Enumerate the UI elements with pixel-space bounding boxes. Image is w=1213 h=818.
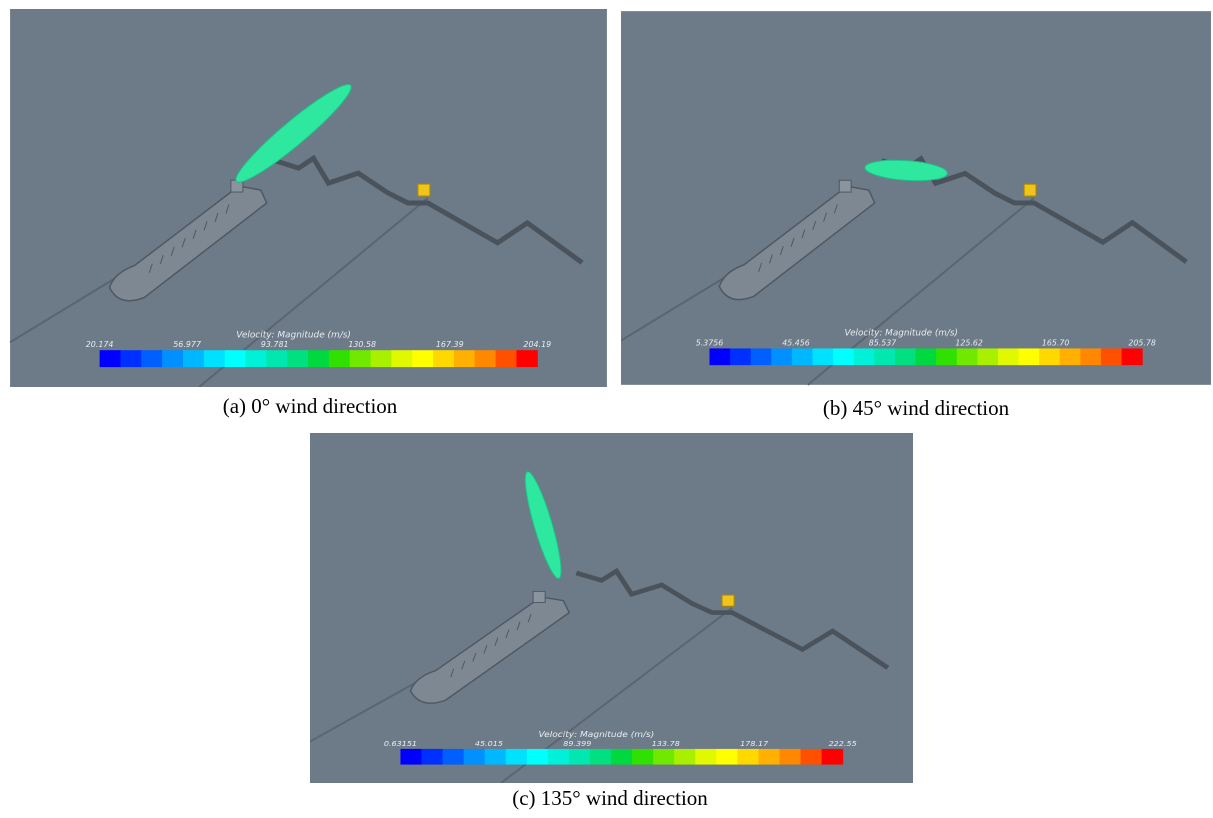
colorbar-cell [412, 350, 433, 367]
colorbar-cell [422, 749, 444, 765]
colorbar-cell [936, 348, 957, 365]
colorbar-cell [590, 749, 612, 765]
colorbar-tick: 0.63151 [384, 739, 417, 748]
colorbar-tick: 56.977 [173, 340, 201, 349]
colorbar-cell [287, 350, 308, 367]
colorbar-cell [611, 749, 633, 765]
colorbar-cell [433, 350, 454, 367]
colorbar-cell [120, 350, 141, 367]
colorbar-tick: 45.456 [782, 339, 810, 348]
colorbar-cell [391, 350, 412, 367]
colorbar-cell [957, 348, 978, 365]
panel-a: Velocity: Magnitude (m/s) 20.174 56.977 93.… [7, 9, 610, 387]
colorbar-cell [813, 348, 834, 365]
colorbar-tick: 93.781 [261, 340, 289, 349]
colorbar-cell [1060, 348, 1081, 365]
colorbar-cell [454, 350, 475, 367]
colorbar-tick: 165.70 [1042, 339, 1070, 348]
colorbar-cell [246, 350, 267, 367]
colorbar-cell [751, 348, 772, 365]
colorbar-cell [100, 350, 121, 367]
colorbar-cell [695, 749, 717, 765]
colorbar-cell [266, 350, 287, 367]
colorbar-cell [1019, 348, 1040, 365]
colorbar-cell [350, 350, 371, 367]
colorbar-cell [710, 348, 731, 365]
colorbar-tick: 20.174 [86, 340, 114, 349]
colorbar-cell [569, 749, 591, 765]
colorbar-cell [496, 350, 517, 367]
colorbar-cell [329, 350, 350, 367]
colorbar-tick: 167.39 [436, 340, 464, 349]
colorbar-cell [632, 749, 654, 765]
colorbar-cell [1122, 348, 1143, 365]
tower [533, 591, 545, 602]
colorbar-cell [895, 348, 916, 365]
caption: (c) 135° wind direction [310, 786, 910, 811]
colorbar-cell [1080, 348, 1101, 365]
colorbar-cell [801, 749, 823, 765]
colorbar-cell [464, 749, 486, 765]
tower [839, 180, 851, 192]
colorbar-cell [506, 749, 528, 765]
colorbar-cell [716, 749, 738, 765]
colorbar-cell [1039, 348, 1060, 365]
colorbar-cell [916, 348, 937, 365]
colorbar-cell [183, 350, 204, 367]
colorbar-tick: 125.62 [955, 339, 983, 348]
source-cube [1024, 184, 1036, 196]
colorbar-cell [998, 348, 1019, 365]
colorbar-cell [1101, 348, 1122, 365]
colorbar-cell [977, 348, 998, 365]
colorbar-tick: 133.78 [652, 739, 680, 748]
colorbar-cell [475, 350, 496, 367]
colorbar-cell [792, 348, 813, 365]
colorbar-cell [854, 348, 875, 365]
colorbar-cell [674, 749, 696, 765]
colorbar-cell [758, 749, 780, 765]
colorbar-cell [141, 350, 162, 367]
colorbar-cell [443, 749, 465, 765]
colorbar-cell [516, 350, 537, 367]
colorbar-tick: 222.55 [829, 739, 857, 748]
colorbar-cell [400, 749, 422, 765]
source-cube [722, 595, 734, 606]
panel-c: Velocity: Magnitude (m/s) 0.63151 45.015 89… [310, 433, 913, 783]
colorbar-cell [822, 749, 844, 765]
colorbar-cell [653, 749, 675, 765]
colorbar-cell [371, 350, 392, 367]
colorbar-tick: 204.19 [523, 340, 551, 349]
figure: {"panels": [ {"caption": "(a) 0° wind di… [0, 0, 1213, 818]
panel-b: Velocity: Magnitude (m/s) 5.3756 45.456 85.… [621, 7, 1211, 389]
colorbar-tick: 85.537 [869, 339, 897, 348]
colorbar-cell [204, 350, 225, 367]
colorbar-cell [833, 348, 854, 365]
source-cube [418, 184, 430, 196]
caption: (b) 45° wind direction [616, 396, 1213, 421]
colorbar-cell [548, 749, 570, 765]
colorbar-cell [527, 749, 549, 765]
colorbar-cell [308, 350, 329, 367]
colorbar-cell [485, 749, 507, 765]
colorbar-title: Velocity: Magnitude (m/s) [539, 730, 655, 740]
colorbar-title: Velocity: Magnitude (m/s) [845, 329, 958, 339]
colorbar-cell [874, 348, 895, 365]
colorbar-tick: 130.58 [348, 340, 376, 349]
colorbar-cell [771, 348, 792, 365]
caption: (a) 0° wind direction [10, 394, 610, 419]
colorbar-cell [730, 348, 751, 365]
colorbar-tick: 89.399 [563, 739, 591, 748]
colorbar-tick: 5.3756 [696, 339, 724, 348]
colorbar-title: Velocity: Magnitude (m/s) [236, 330, 351, 340]
colorbar-cell [225, 350, 246, 367]
colorbar-cell [779, 749, 801, 765]
colorbar-tick: 45.015 [475, 739, 503, 748]
colorbar-tick: 178.17 [740, 739, 768, 748]
colorbar-tick: 205.78 [1128, 339, 1156, 348]
colorbar-cell [737, 749, 759, 765]
colorbar-cell [162, 350, 183, 367]
